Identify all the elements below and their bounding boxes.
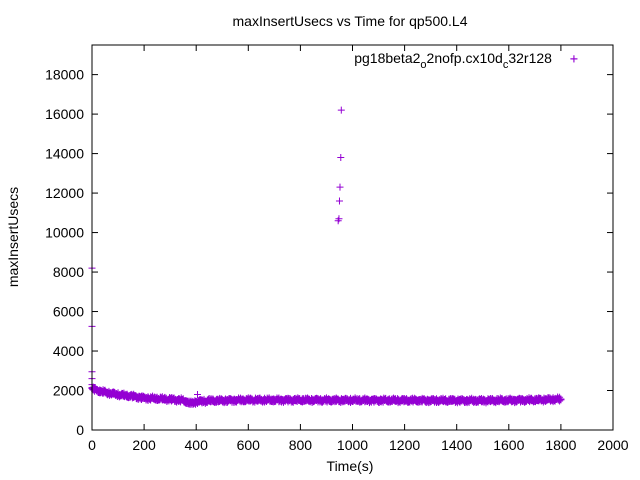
legend-label-subscript-2: c [503, 59, 509, 71]
data-point [270, 396, 278, 404]
x-tick-label: 1400 [441, 437, 472, 453]
data-point [479, 397, 487, 405]
data-point [257, 396, 265, 404]
y-tick-label: 6000 [53, 304, 84, 320]
data-point [544, 395, 552, 403]
data-points [88, 55, 578, 408]
data-point [187, 400, 195, 408]
data-point [414, 396, 422, 404]
data-point [375, 396, 383, 404]
legend-label-part-2: 2nofp.cx10d [427, 50, 503, 66]
data-point [283, 396, 291, 404]
data-point [401, 396, 409, 404]
data-point [335, 215, 343, 223]
chart-title: maxInsertUsecs vs Time for qp500.L4 [233, 13, 468, 29]
data-point [362, 396, 370, 404]
data-point [453, 397, 461, 405]
data-point [130, 393, 138, 401]
data-point [492, 396, 500, 404]
data-point [231, 396, 239, 404]
y-tick-label: 14000 [45, 146, 84, 162]
x-tick-label: 1800 [545, 437, 576, 453]
x-tick-label: 1200 [389, 437, 420, 453]
y-tick-label: 10000 [45, 225, 84, 241]
y-tick-label: 4000 [53, 343, 84, 359]
legend-label-part-3: 32r128 [508, 50, 552, 66]
data-point [296, 396, 304, 404]
x-tick-label: 1600 [493, 437, 524, 453]
data-point [197, 396, 205, 404]
data-point [531, 396, 539, 404]
y-tick-label: 12000 [45, 185, 84, 201]
data-point [337, 154, 345, 162]
x-tick-label: 2000 [597, 437, 628, 453]
data-point [505, 396, 513, 404]
data-point [388, 397, 396, 405]
x-tick-label: 600 [237, 437, 261, 453]
data-point [104, 388, 112, 396]
x-axis-title: Time(s) [327, 458, 374, 474]
data-point [322, 396, 330, 404]
data-point [309, 396, 317, 404]
x-tick-label: 0 [88, 437, 96, 453]
y-tick-label: 2000 [53, 383, 84, 399]
data-point [427, 397, 435, 405]
y-axis-title: maxInsertUsecs [5, 187, 21, 287]
y-tick-label: 18000 [45, 67, 84, 83]
legend-label-part-1: pg18beta2 [354, 50, 420, 66]
data-point [557, 395, 565, 403]
data-point [109, 389, 117, 397]
data-point [466, 396, 474, 404]
data-point [166, 396, 174, 404]
data-point [349, 396, 356, 404]
y-tick-label: 0 [76, 422, 84, 438]
data-point [244, 396, 252, 404]
legend: pg18beta2o2nofp.cx10dc32r128 [354, 50, 578, 71]
x-tick-label: 800 [289, 437, 313, 453]
data-point [338, 395, 346, 403]
data-point [191, 397, 199, 405]
x-tick-label: 400 [185, 437, 209, 453]
data-point [140, 394, 148, 402]
data-point [119, 391, 127, 399]
legend-label-subscript-1: o [420, 59, 426, 71]
data-point [98, 388, 106, 395]
legend-label: pg18beta2o2nofp.cx10dc32r128 [354, 50, 552, 71]
plot-frame [91, 44, 614, 431]
data-point [440, 397, 448, 405]
y-tick-label: 16000 [45, 106, 84, 122]
data-point [153, 395, 161, 403]
x-tick-label: 1000 [337, 437, 368, 453]
data-point [518, 396, 526, 404]
data-point [337, 106, 345, 114]
axis-ticks: 0 200 400 600 800 1000 1200 1400 1600 1800 2000 0 20… [45, 45, 629, 453]
data-point [336, 183, 344, 191]
legend-marker [570, 55, 578, 63]
data-point [335, 197, 343, 205]
data-point [135, 393, 143, 401]
y-tick-label: 8000 [53, 264, 84, 280]
x-tick-label: 200 [132, 437, 156, 453]
data-point [177, 396, 185, 404]
data-point [194, 390, 202, 398]
data-point [182, 398, 190, 406]
data-point [114, 390, 122, 398]
data-point [205, 397, 213, 405]
data-point [218, 396, 226, 404]
